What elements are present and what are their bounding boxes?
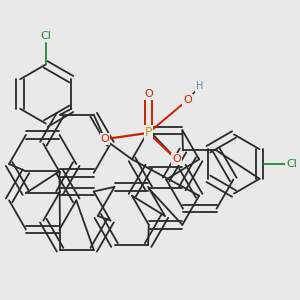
Text: Cl: Cl [286, 159, 297, 169]
Text: Cl: Cl [40, 32, 51, 41]
Text: O: O [172, 154, 181, 164]
Text: O: O [144, 89, 153, 99]
Text: H: H [196, 81, 203, 91]
Text: O: O [183, 95, 192, 105]
Text: O: O [100, 134, 109, 144]
Text: P: P [145, 126, 152, 140]
